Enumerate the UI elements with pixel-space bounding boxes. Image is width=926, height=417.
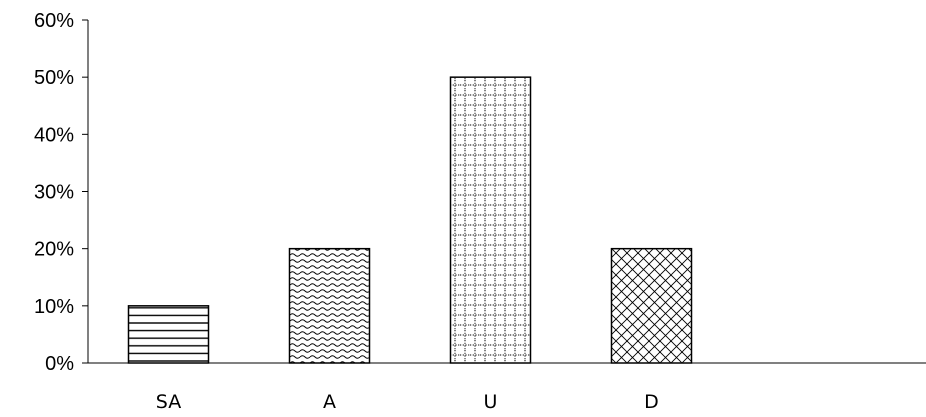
x-category-label: D [644,391,659,413]
y-tick-label: 50% [34,67,74,89]
x-category-label: A [323,391,336,413]
y-tick-label: 30% [34,182,74,204]
y-tick-label: 10% [34,296,74,318]
category-labels: SA A U D [156,391,659,413]
bar-a [288,247,371,364]
y-tick-label: 60% [34,10,74,32]
bar-sa [127,305,210,364]
y-tick-label: 20% [34,239,74,261]
x-category-label: SA [156,391,181,413]
y-tick-label: 0% [45,353,74,375]
bar-d [610,247,693,364]
y-tick-label: 40% [34,124,74,146]
bars [127,76,693,364]
x-category-label: U [484,391,498,413]
bar-u [449,76,532,364]
y-axis: 0% 10% 20% 30% 40% 50% 60% [34,10,89,375]
